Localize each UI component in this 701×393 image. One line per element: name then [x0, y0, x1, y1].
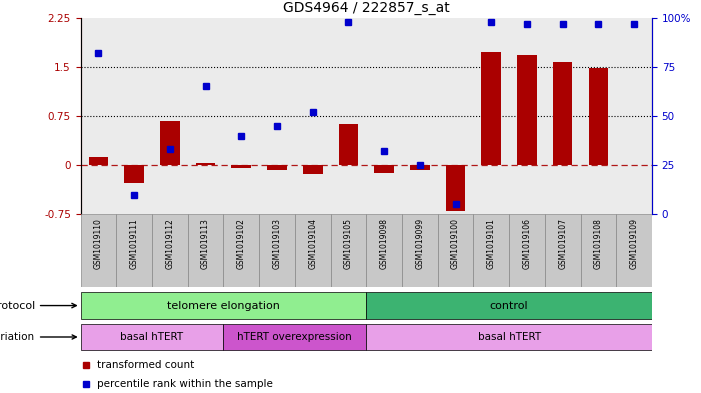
Bar — [580, 18, 616, 214]
Text: GSM1019105: GSM1019105 — [344, 218, 353, 269]
Bar — [509, 18, 545, 214]
Text: GSM1019102: GSM1019102 — [237, 218, 246, 269]
Bar — [366, 292, 652, 319]
Bar — [116, 18, 152, 214]
Bar — [224, 214, 259, 287]
Bar — [160, 121, 179, 165]
Text: hTERT overexpression: hTERT overexpression — [238, 332, 352, 342]
Bar — [517, 55, 537, 165]
Bar — [331, 214, 366, 287]
Text: GSM1019099: GSM1019099 — [415, 218, 424, 269]
Bar — [152, 214, 188, 287]
Bar — [366, 214, 402, 287]
Text: GSM1019107: GSM1019107 — [558, 218, 567, 269]
Bar — [81, 214, 116, 287]
Bar — [437, 214, 473, 287]
Bar — [188, 18, 224, 214]
Bar — [124, 165, 144, 184]
Bar — [545, 214, 580, 287]
Text: basal hTERT: basal hTERT — [121, 332, 184, 342]
Text: transformed count: transformed count — [97, 360, 195, 370]
Bar — [259, 18, 295, 214]
Text: control: control — [490, 301, 529, 310]
Bar — [366, 18, 402, 214]
Bar — [295, 18, 331, 214]
Bar — [473, 214, 509, 287]
Bar — [410, 165, 430, 170]
Bar — [545, 18, 580, 214]
Bar — [81, 18, 116, 214]
Bar — [152, 18, 188, 214]
Bar — [589, 68, 608, 165]
Text: GSM1019098: GSM1019098 — [380, 218, 388, 269]
Text: percentile rank within the sample: percentile rank within the sample — [97, 379, 273, 389]
Bar — [81, 292, 366, 319]
Bar — [402, 214, 437, 287]
Bar — [295, 214, 331, 287]
Bar — [402, 18, 437, 214]
Text: GSM1019110: GSM1019110 — [94, 218, 103, 269]
Bar — [196, 163, 215, 165]
Bar — [616, 214, 652, 287]
Text: GSM1019103: GSM1019103 — [273, 218, 282, 269]
Bar — [224, 324, 366, 350]
Bar — [473, 18, 509, 214]
Text: GSM1019100: GSM1019100 — [451, 218, 460, 269]
Text: GSM1019113: GSM1019113 — [201, 218, 210, 269]
Text: GSM1019101: GSM1019101 — [486, 218, 496, 269]
Text: GSM1019112: GSM1019112 — [165, 218, 175, 268]
Bar — [331, 18, 366, 214]
Text: GSM1019109: GSM1019109 — [629, 218, 639, 269]
Text: basal hTERT: basal hTERT — [477, 332, 540, 342]
Bar — [374, 165, 394, 173]
Bar — [580, 214, 616, 287]
Bar — [116, 214, 152, 287]
Bar — [88, 157, 108, 165]
Bar — [482, 52, 501, 165]
Bar — [553, 62, 573, 165]
Bar — [437, 18, 473, 214]
Text: GSM1019104: GSM1019104 — [308, 218, 318, 269]
Bar — [231, 165, 251, 168]
Bar — [188, 214, 224, 287]
Bar — [339, 125, 358, 165]
Bar — [303, 165, 322, 174]
Text: GSM1019108: GSM1019108 — [594, 218, 603, 269]
Bar — [509, 214, 545, 287]
Text: genotype/variation: genotype/variation — [0, 332, 76, 342]
Text: protocol: protocol — [0, 301, 76, 310]
Bar — [267, 165, 287, 170]
Bar — [224, 18, 259, 214]
Bar — [366, 324, 652, 350]
Text: GSM1019106: GSM1019106 — [522, 218, 531, 269]
Text: telomere elongation: telomere elongation — [167, 301, 280, 310]
Bar — [259, 214, 295, 287]
Bar — [616, 18, 652, 214]
Bar — [446, 165, 465, 211]
Bar — [81, 324, 224, 350]
Title: GDS4964 / 222857_s_at: GDS4964 / 222857_s_at — [283, 1, 449, 15]
Text: GSM1019111: GSM1019111 — [130, 218, 139, 268]
